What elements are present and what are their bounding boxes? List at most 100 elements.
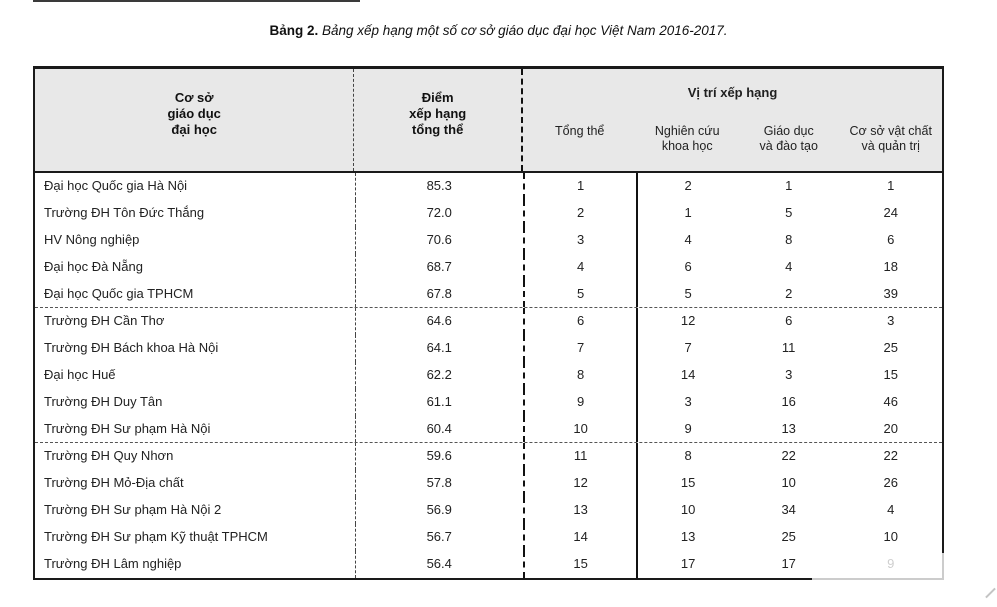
rank-facilities: 15 <box>883 367 898 382</box>
rank-education: 25 <box>781 529 796 544</box>
rank-education: 10 <box>781 475 796 490</box>
header-overall-score: Điểm xếp hạng tổng thể <box>353 69 521 171</box>
table-row: Trường ĐH Sư phạm Hà Nội 60.4 10 9 13 20 <box>35 416 942 443</box>
rank-overall: 8 <box>522 362 637 389</box>
header-rank-group: Vị trí xếp hạng Tổng thể Nghiên cứu khoa… <box>521 69 942 171</box>
rank-facilities: 25 <box>883 340 898 355</box>
caption-label: Bảng 2. <box>269 23 319 38</box>
overall-score: 67.8 <box>354 281 523 307</box>
rank-overall: 15 <box>522 551 637 578</box>
overall-score: 60.4 <box>354 416 523 442</box>
institution-name: Đại học Quốc gia TPHCM <box>44 286 194 301</box>
institution-name: Trường ĐH Bách khoa Hà Nội <box>44 340 219 355</box>
table-header: Cơ sở giáo dục đại học Điểm xếp hạng tổn… <box>35 69 942 173</box>
table-caption: Bảng 2. Bảng xếp hạng một số cơ sở giáo … <box>0 23 997 38</box>
overall-score: 59.6 <box>354 443 523 470</box>
table-row: HV Nông nghiệp 70.6 3 4 8 6 <box>35 227 942 254</box>
rank-education: 4 <box>785 259 793 274</box>
rank-overall: 12 <box>522 470 637 497</box>
rank-research: 14 <box>636 362 738 389</box>
watermark-overlay <box>812 553 948 586</box>
rank-overall: 4 <box>522 254 637 281</box>
overall-score: 57.8 <box>354 470 523 497</box>
institution-name: Trường ĐH Tôn Đức Thắng <box>44 205 205 220</box>
rank-research: 13 <box>636 524 738 551</box>
institution-name: Trường ĐH Duy Tân <box>44 394 163 409</box>
watermark-corner-mark <box>985 587 996 599</box>
header-rank-research: Nghiên cứu khoa học <box>654 124 720 153</box>
rank-facilities: 26 <box>883 475 898 490</box>
rank-education: 11 <box>781 340 796 355</box>
rank-overall: 7 <box>522 335 637 362</box>
institution-name: Trường ĐH Lâm nghiệp <box>44 556 182 571</box>
rank-research: 3 <box>636 389 738 416</box>
table-row: Trường ĐH Lâm nghiệp 56.4 15 17 17 9 <box>35 551 942 578</box>
rank-research: 17 <box>636 551 738 578</box>
rank-education: 16 <box>781 394 796 409</box>
rank-facilities: 18 <box>883 259 898 274</box>
rank-education: 2 <box>785 286 793 301</box>
table-row: Trường ĐH Cần Thơ 64.6 6 12 6 3 <box>35 308 942 335</box>
rank-research: 2 <box>636 173 738 200</box>
rank-overall: 2 <box>522 200 637 227</box>
table-row: Đại học Quốc gia TPHCM 67.8 5 5 2 39 <box>35 281 942 308</box>
rank-overall: 5 <box>522 281 637 307</box>
overall-score: 72.0 <box>354 200 523 227</box>
overall-score: 61.1 <box>354 389 523 416</box>
table-row: Trường ĐH Duy Tân 61.1 9 3 16 46 <box>35 389 942 416</box>
rank-research: 1 <box>636 200 738 227</box>
overall-score: 85.3 <box>354 173 523 200</box>
rank-overall: 13 <box>522 497 637 524</box>
overall-score: 64.1 <box>354 335 523 362</box>
rank-research: 4 <box>636 227 738 254</box>
rank-research: 5 <box>636 281 738 307</box>
institution-name: Đại học Huế <box>44 367 116 382</box>
institution-name: Trường ĐH Cần Thơ <box>44 313 165 328</box>
table-row: Trường ĐH Tôn Đức Thắng 72.0 2 1 5 24 <box>35 200 942 227</box>
rank-education: 6 <box>785 313 793 328</box>
institution-name: Trường ĐH Sư phạm Hà Nội <box>44 421 211 436</box>
rank-research: 10 <box>636 497 738 524</box>
rank-facilities: 39 <box>883 286 898 301</box>
rank-research: 7 <box>636 335 738 362</box>
rank-overall: 10 <box>522 416 637 442</box>
overall-score: 56.7 <box>354 524 523 551</box>
rank-education: 17 <box>781 556 796 571</box>
rank-facilities: 20 <box>883 421 898 436</box>
rank-overall: 11 <box>522 443 637 470</box>
rank-facilities: 4 <box>887 502 895 517</box>
table-row: Trường ĐH Quy Nhơn 59.6 11 8 22 22 <box>35 443 942 470</box>
header-institution: Cơ sở giáo dục đại học <box>167 90 221 137</box>
institution-name: Đại học Đà Nẵng <box>44 259 143 274</box>
header-rank-group-title: Vị trí xếp hạng <box>687 85 778 100</box>
table-row: Trường ĐH Sư phạm Hà Nội 2 56.9 13 10 34… <box>35 497 942 524</box>
rank-overall: 9 <box>522 389 637 416</box>
overall-score: 70.6 <box>354 227 523 254</box>
screenshot-top-edge <box>33 0 360 2</box>
overall-score: 56.4 <box>354 551 523 578</box>
institution-name: Trường ĐH Sư phạm Kỹ thuật TPHCM <box>44 529 268 544</box>
rank-education: 3 <box>785 367 793 382</box>
rank-education: 22 <box>781 448 796 463</box>
overall-score: 64.6 <box>354 308 523 335</box>
rank-facilities: 6 <box>887 232 895 247</box>
overall-score: 68.7 <box>354 254 523 281</box>
rank-research: 6 <box>636 254 738 281</box>
rank-education: 5 <box>785 205 793 220</box>
institution-name: Trường ĐH Mỏ-Địa chất <box>44 475 184 490</box>
rank-facilities: 24 <box>883 205 898 220</box>
rank-overall: 14 <box>522 524 637 551</box>
table-body: Đại học Quốc gia Hà Nội 85.3 1 2 1 1 Trư… <box>35 173 942 578</box>
rank-research: 8 <box>636 443 738 470</box>
rank-overall: 3 <box>522 227 637 254</box>
rank-education: 1 <box>785 178 793 193</box>
overall-score: 62.2 <box>354 362 523 389</box>
table-row: Trường ĐH Bách khoa Hà Nội 64.1 7 7 11 2… <box>35 335 942 362</box>
caption-text: Bảng xếp hạng một số cơ sở giáo dục đại … <box>318 23 728 38</box>
rank-facilities: 10 <box>883 529 898 544</box>
rank-education: 13 <box>781 421 796 436</box>
rank-overall: 6 <box>522 308 637 335</box>
table-row: Đại học Quốc gia Hà Nội 85.3 1 2 1 1 <box>35 173 942 200</box>
rank-facilities: 3 <box>887 313 895 328</box>
rank-research: 15 <box>636 470 738 497</box>
